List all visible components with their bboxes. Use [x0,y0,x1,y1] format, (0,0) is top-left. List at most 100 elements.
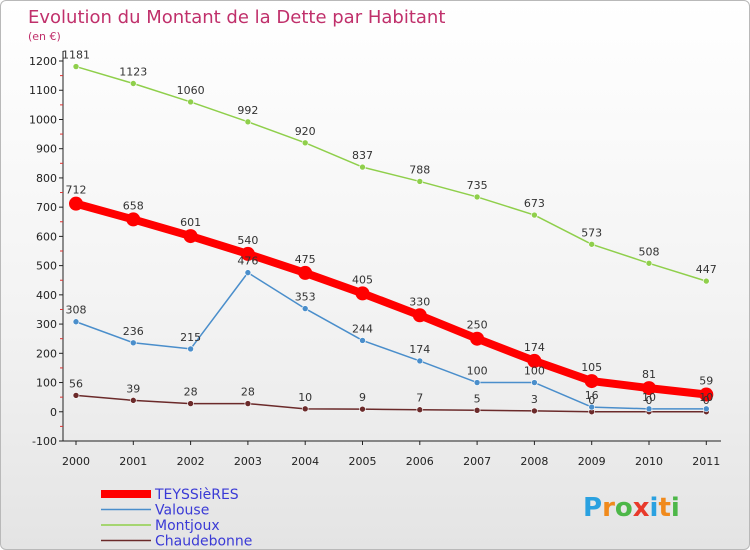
data-point [301,305,309,312]
data-label: 81 [642,368,656,381]
logo-letter: o [615,493,633,523]
data-label: 837 [352,149,373,162]
data-label: 215 [180,331,201,344]
data-label: 105 [581,361,602,374]
data-label: 174 [409,343,430,356]
data-label: 447 [696,263,717,276]
x-tick-label: 2003 [234,455,262,468]
y-tick-label: 0 [50,406,57,419]
x-tick-label: 2002 [177,455,205,468]
logo-letter: i [650,493,659,523]
data-point [416,357,424,365]
data-point [584,374,599,389]
data-labels: 56 39 28 28 10 9 7 5 3 0 0 0 1181 1123 1060 992 920 837 78… [62,49,717,407]
data-label: 7 [416,392,423,405]
data-point [69,196,83,211]
data-point [183,229,198,244]
data-point [298,265,313,280]
data-label: 0 [646,394,653,407]
data-label: 3 [531,393,538,406]
series-line-teyssières [74,199,707,399]
y-tick-label: 300 [36,318,57,331]
data-point [531,211,538,219]
series-line-montjoux [75,65,707,282]
data-label: 712 [66,184,87,197]
data-point [588,403,596,411]
data-label: 476 [237,255,258,268]
x-tick-label: 2010 [635,455,663,468]
x-tick-label: 2009 [578,455,606,468]
y-tick-label: 1000 [29,113,57,126]
data-point [473,193,481,201]
data-point [702,277,710,285]
logo-letter: r [602,493,615,523]
data-point [301,139,309,147]
data-label: 236 [123,325,144,338]
logo-letter: x [633,493,650,523]
data-label: 9 [359,391,366,404]
data-label: 59 [699,375,713,388]
logo-letter: P [583,493,602,523]
data-label: 1181 [62,49,90,62]
x-tick-label: 2004 [291,455,319,468]
data-point [359,405,366,413]
x-tick-label: 2007 [463,455,491,468]
x-tick-label: 2000 [62,455,90,468]
data-label: 10 [642,391,656,404]
data-label: 174 [524,341,545,354]
data-label: 353 [295,291,316,304]
x-tick-label: 2005 [349,455,377,468]
legend-label: TEYSSièRES [154,487,239,503]
y-tick-label: 400 [36,289,57,302]
data-label: 56 [69,377,83,390]
y-tick-label: 1100 [29,84,57,97]
data-point [130,339,137,347]
data-label: 735 [467,179,488,192]
data-label: 475 [295,253,316,266]
data-label: 330 [409,295,430,308]
data-point [702,405,710,413]
data-point [470,331,485,346]
y-tick-label: -100 [32,435,57,448]
data-label: 28 [241,386,255,399]
y-tick-label: 600 [36,230,57,243]
data-point [355,286,370,301]
data-label: 16 [585,389,599,402]
data-label: 788 [409,163,430,176]
data-point [130,397,137,404]
data-point [244,118,252,126]
data-label: 100 [467,365,488,378]
data-point [699,387,714,402]
data-label: 540 [237,234,258,247]
y-tick-label: 100 [36,377,57,390]
x-tick-label: 2006 [406,455,434,468]
data-label: 1060 [177,84,205,97]
data-point [642,381,656,396]
y-tick-label: 200 [36,347,57,360]
data-label: 0 [588,394,595,407]
data-point [301,405,309,413]
data-label: 508 [639,245,660,258]
data-label: 28 [184,386,198,399]
data-label: 5 [474,392,481,405]
data-label: 250 [467,319,488,332]
chart-title: Evolution du Montant de la Dette par Hab… [28,7,445,28]
series-lines [69,63,714,416]
data-label: 673 [524,197,545,210]
data-point [531,379,538,386]
y-tick-label: 800 [36,172,57,185]
series-line-chaudebonne [75,394,707,413]
data-point [130,80,137,87]
data-point [72,318,80,326]
data-point [531,407,538,415]
data-label: 601 [180,216,201,229]
data-label: 10 [699,391,713,404]
logo-letter: i [671,493,680,523]
chart-subtitle: (en €) [28,30,61,43]
data-label: 920 [295,125,316,138]
proxiti-logo: Proxiti [583,493,680,523]
axes: -100010020030040050060070080090010001100… [29,51,721,468]
data-point [187,345,194,353]
